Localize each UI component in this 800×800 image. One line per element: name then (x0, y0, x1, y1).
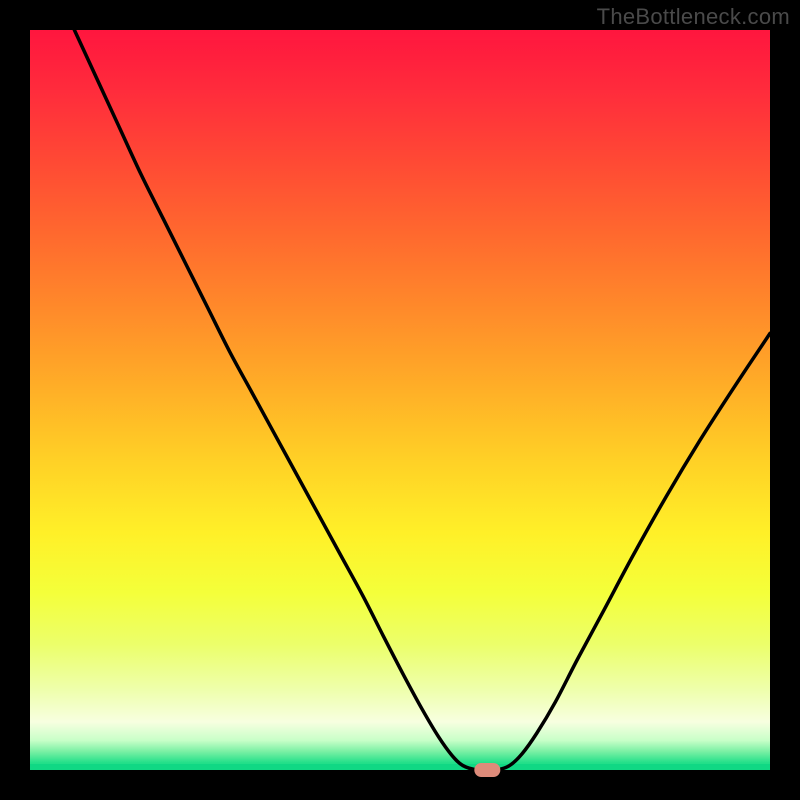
bottleneck-chart (0, 0, 800, 800)
baseline-band (30, 764, 770, 770)
optimal-marker (474, 763, 500, 777)
watermark-label: TheBottleneck.com (597, 4, 790, 30)
plot-area (30, 30, 770, 770)
